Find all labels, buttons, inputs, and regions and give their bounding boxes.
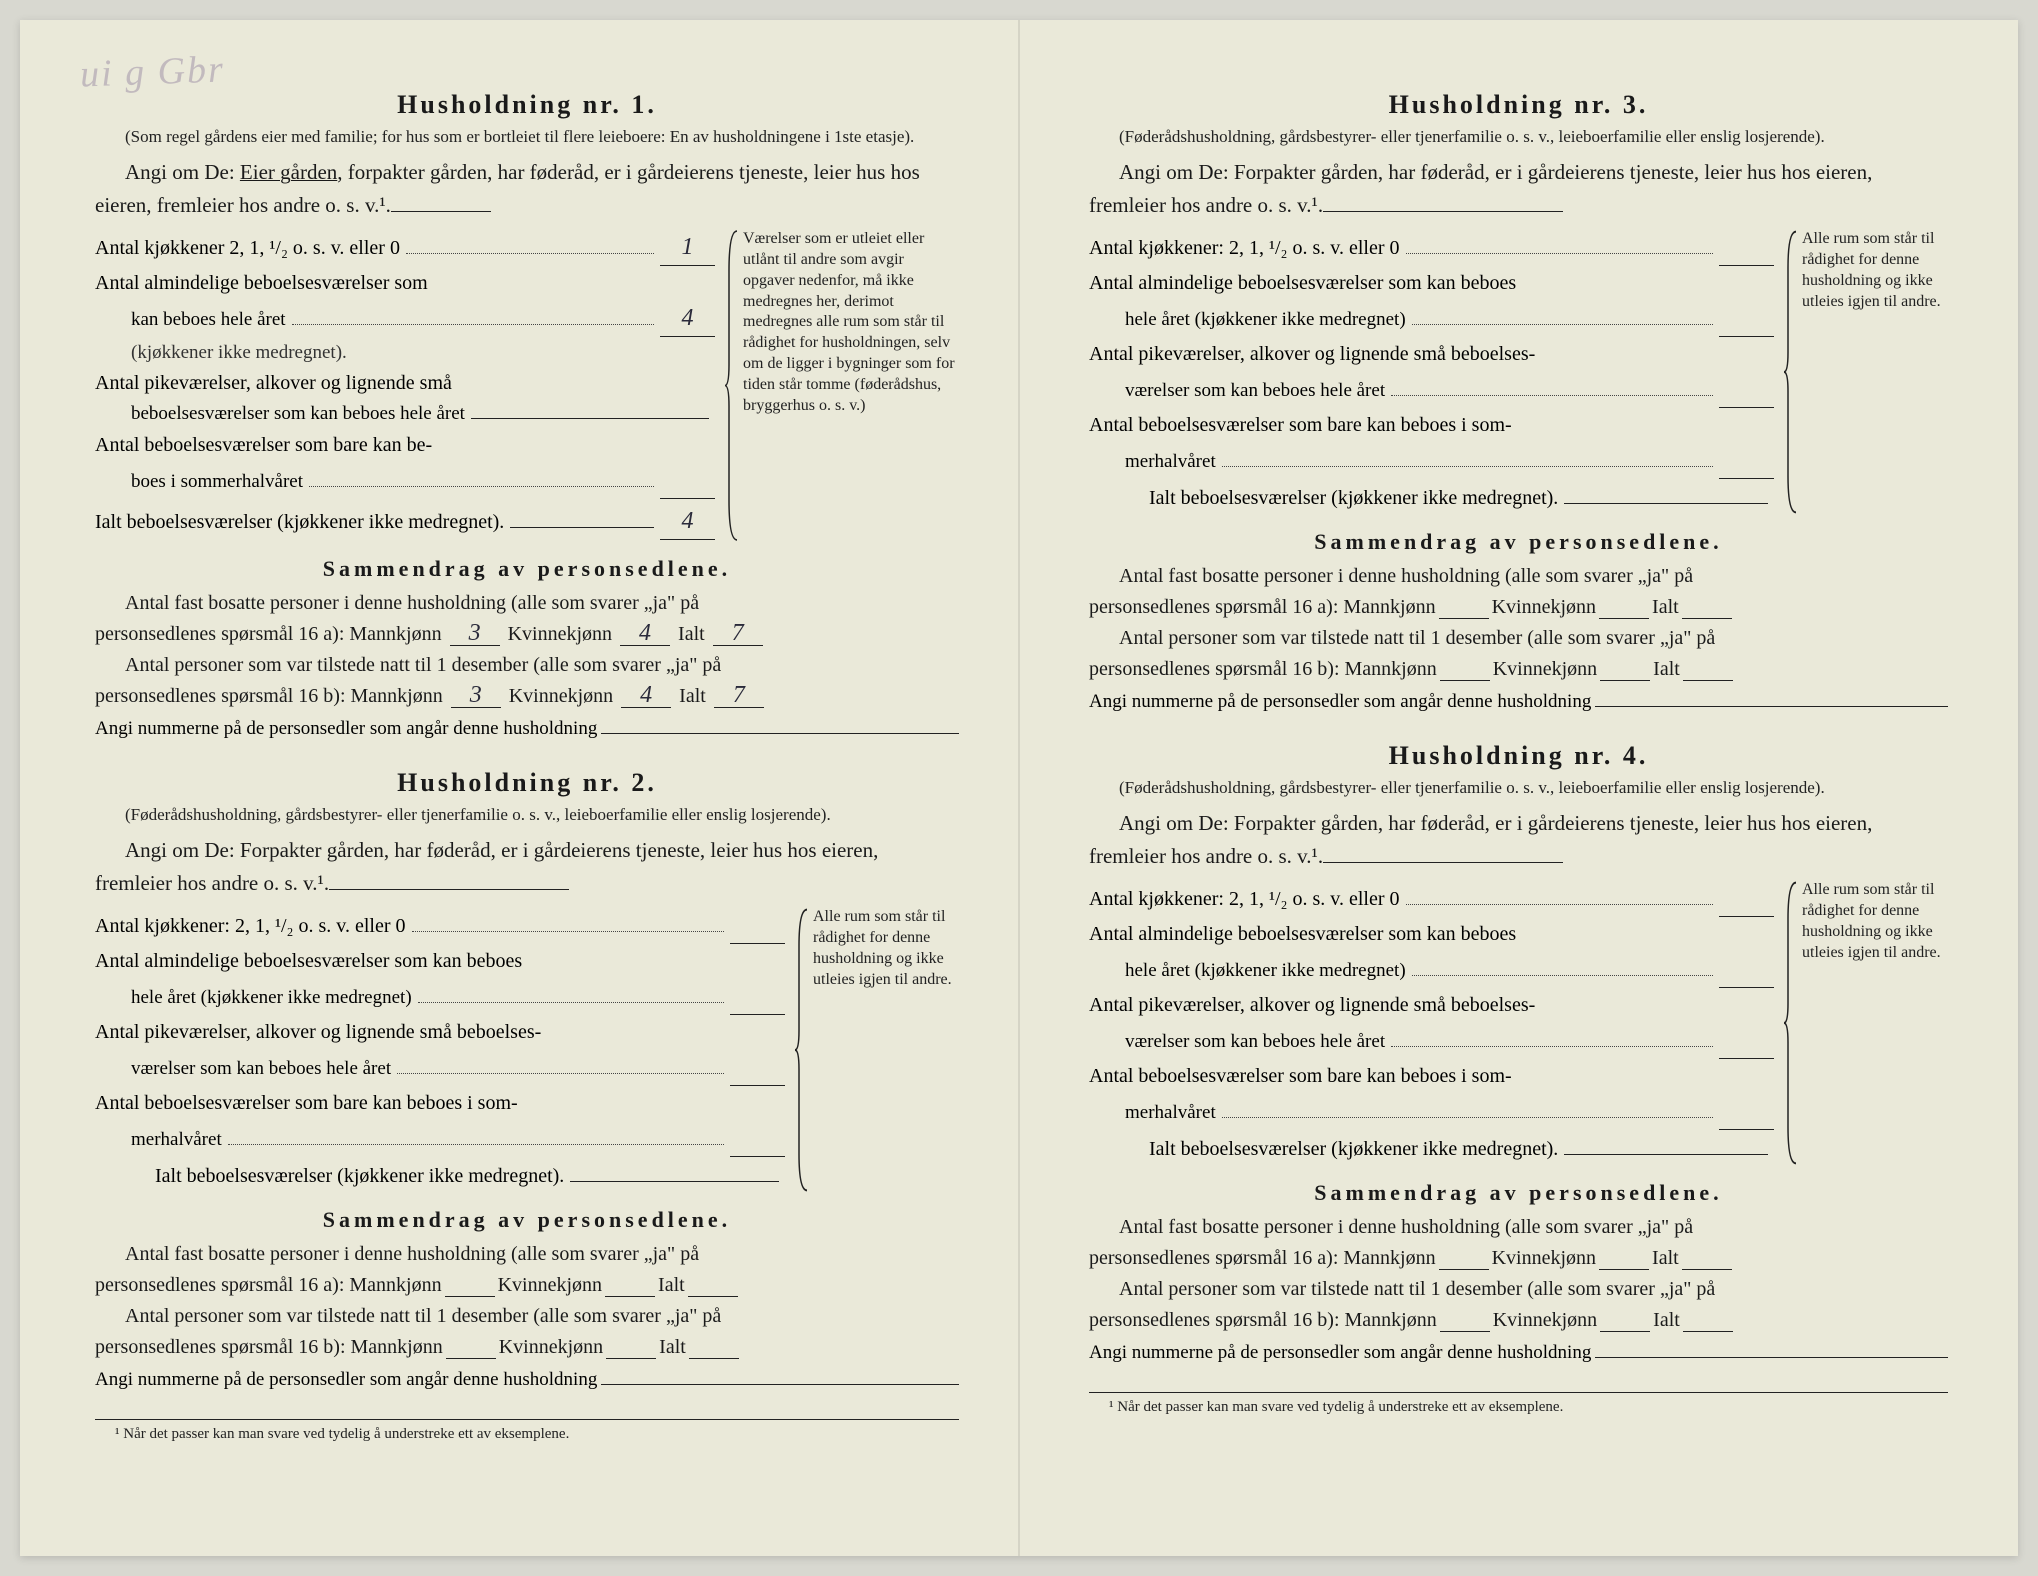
household-1-title: Husholdning nr. 1. bbox=[95, 90, 959, 120]
household-3-title: Husholdning nr. 3. bbox=[1089, 90, 1948, 120]
page-left: ui g Gbr Husholdning nr. 1. (Som regel g… bbox=[20, 20, 1019, 1556]
kjokken-note: (kjøkkener ikke medregnet). bbox=[95, 339, 715, 368]
fill-mann-b: 3 bbox=[451, 683, 501, 708]
rooms-right-note: Værelser som er utleiet eller utlånt til… bbox=[729, 229, 959, 542]
census-document: ui g Gbr Husholdning nr. 1. (Som regel g… bbox=[20, 20, 2018, 1556]
fill-kvinne-a: 4 bbox=[620, 621, 670, 646]
brace-icon bbox=[1784, 880, 1798, 1166]
household-4-rooms: Antal kjøkkener: 2, 1, ¹/₂ o. s. v. elle… bbox=[1089, 880, 1948, 1166]
household-4: Husholdning nr. 4. (Føderådshusholdning,… bbox=[1089, 741, 1948, 1364]
summary-1-fasta: Antal fast bosatte personer i denne hush… bbox=[95, 588, 959, 619]
fill-kjokkener: 1 bbox=[660, 229, 715, 266]
summary-1-fastb: personsedlenes spørsmål 16 a): Mannkjønn… bbox=[95, 619, 959, 650]
room-kjokkener: Antal kjøkkener 2, 1, ¹/₂ o. s. v. eller… bbox=[95, 229, 715, 266]
rooms-right-note-4: Alle rum som står til rådighet for denne… bbox=[1788, 880, 1948, 1166]
room-sommer-b: boes i sommerhalvåret bbox=[95, 462, 715, 499]
fill-kvinne-b: 4 bbox=[621, 683, 671, 708]
page-right: Husholdning nr. 3. (Føderådshusholdning,… bbox=[1019, 20, 2018, 1556]
angi-nummer-1: Angi nummerne på de personsedler som ang… bbox=[95, 718, 959, 740]
rooms-left-2: Antal kjøkkener: 2, 1, ¹/₂ o. s. v. elle… bbox=[95, 907, 785, 1193]
room-ialt: Ialt beboelsesværelser (kjøkkener ikke m… bbox=[95, 503, 715, 540]
household-1: Husholdning nr. 1. (Som regel gårdens ei… bbox=[95, 90, 959, 740]
household-4-subtitle: (Føderådshusholdning, gårdsbestyrer- ell… bbox=[1089, 777, 1948, 799]
household-2-subtitle: (Føderådshusholdning, gårdsbestyrer- ell… bbox=[95, 804, 959, 826]
footnote-rule-right bbox=[1089, 1392, 1948, 1393]
angi-blank bbox=[391, 211, 491, 212]
household-4-angi: Angi om De: Forpakter gården, har føderå… bbox=[1089, 807, 1948, 872]
summary-heading-1: Sammendrag av personsedlene. bbox=[95, 556, 959, 582]
household-2-title: Husholdning nr. 2. bbox=[95, 768, 959, 798]
fill-ialt: 4 bbox=[660, 503, 715, 540]
fill-ialt-a: 7 bbox=[713, 621, 763, 646]
household-3-subtitle: (Føderådshusholdning, gårdsbestyrer- ell… bbox=[1089, 126, 1948, 148]
household-1-rooms: Antal kjøkkener 2, 1, ¹/₂ o. s. v. eller… bbox=[95, 229, 959, 542]
rooms-left-4: Antal kjøkkener: 2, 1, ¹/₂ o. s. v. elle… bbox=[1089, 880, 1774, 1166]
room-pike-b: beboelsesværelser som kan beboes hele år… bbox=[95, 400, 715, 429]
summary-heading-2: Sammendrag av personsedlene. bbox=[95, 1207, 959, 1233]
household-1-angi: Angi om De: Eier gården, forpakter gårde… bbox=[95, 156, 959, 221]
fill-almindelige: 4 bbox=[660, 300, 715, 337]
brace-icon bbox=[725, 229, 739, 542]
room-almindelige-a: Antal almindelige beboelsesværelser som bbox=[95, 268, 715, 298]
fill-mann-a: 3 bbox=[450, 621, 500, 646]
brace-icon bbox=[1784, 229, 1798, 515]
footnote-right: ¹ Når det passer kan man svare ved tydel… bbox=[1089, 1399, 1948, 1416]
brace-icon bbox=[795, 907, 809, 1193]
footnote-rule-left bbox=[95, 1419, 959, 1420]
summary-1-tilsa: Antal personer som var tilstede natt til… bbox=[95, 650, 959, 681]
rooms-left: Antal kjøkkener 2, 1, ¹/₂ o. s. v. eller… bbox=[95, 229, 715, 542]
summary-heading-3: Sammendrag av personsedlene. bbox=[1089, 529, 1948, 555]
fill-ialt-b: 7 bbox=[714, 683, 764, 708]
household-2-angi: Angi om De: Forpakter gården, har føderå… bbox=[95, 834, 959, 899]
rooms-left-3: Antal kjøkkener: 2, 1, ¹/₂ o. s. v. elle… bbox=[1089, 229, 1774, 515]
angi-underlined: Eier gården bbox=[240, 160, 337, 184]
summary-1-tilsb: personsedlenes spørsmål 16 b): Mannkjønn… bbox=[95, 681, 959, 712]
household-2-rooms: Antal kjøkkener: 2, 1, ¹/₂ o. s. v. elle… bbox=[95, 907, 959, 1193]
household-1-subtitle: (Som regel gårdens eier med familie; for… bbox=[95, 126, 959, 148]
household-4-title: Husholdning nr. 4. bbox=[1089, 741, 1948, 771]
household-3-angi: Angi om De: Forpakter gården, har føderå… bbox=[1089, 156, 1948, 221]
household-2: Husholdning nr. 2. (Føderådshusholdning,… bbox=[95, 768, 959, 1391]
rooms-right-note-3: Alle rum som står til rådighet for denne… bbox=[1788, 229, 1948, 515]
household-3-rooms: Antal kjøkkener: 2, 1, ¹/₂ o. s. v. elle… bbox=[1089, 229, 1948, 515]
summary-heading-4: Sammendrag av personsedlene. bbox=[1089, 1180, 1948, 1206]
household-3: Husholdning nr. 3. (Føderådshusholdning,… bbox=[1089, 90, 1948, 713]
angi-prefix: Angi om De: bbox=[125, 160, 240, 184]
rooms-right-note-2: Alle rum som står til rådighet for denne… bbox=[799, 907, 959, 1193]
room-almindelige-b: kan beboes hele året 4 bbox=[95, 300, 715, 337]
footnote-left: ¹ Når det passer kan man svare ved tydel… bbox=[95, 1426, 959, 1443]
handwritten-annotation: ui g Gbr bbox=[79, 47, 225, 96]
room-pike-a: Antal pikeværelser, alkover og lignende … bbox=[95, 368, 715, 398]
room-sommer-a: Antal beboelsesværelser som bare kan be- bbox=[95, 430, 715, 460]
